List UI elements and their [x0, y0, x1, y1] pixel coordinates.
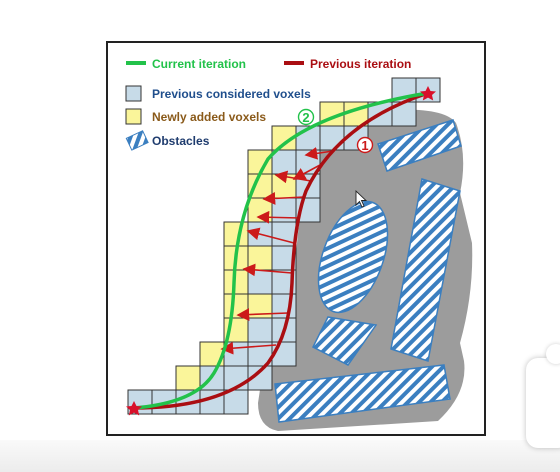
legend-previous-voxel-swatch — [125, 85, 142, 102]
obstacles-group — [274, 119, 462, 423]
new-voxel — [175, 365, 201, 391]
marker-2: 2 — [297, 108, 315, 126]
obstacle-trapezoid — [311, 316, 378, 366]
push-arrow — [246, 227, 295, 244]
legend: Current iteration Previous iteration Pre… — [125, 57, 411, 151]
push-arrow — [256, 210, 301, 224]
screen-bottom-fade — [0, 440, 560, 472]
obstacle-ellipse — [317, 200, 389, 314]
push-arrows — [220, 147, 334, 355]
start-star-icon — [126, 401, 142, 416]
new-voxel — [247, 197, 273, 223]
previous-voxel — [271, 149, 297, 175]
marker-1: 1 — [356, 136, 374, 154]
previous-voxel — [247, 317, 273, 343]
push-arrow — [274, 170, 312, 184]
side-panel-tab[interactable] — [526, 358, 560, 448]
push-arrow — [292, 164, 321, 180]
legend-obstacle-label: Obstacles — [152, 134, 210, 148]
mouse-cursor-icon — [355, 189, 368, 208]
legend-new-voxel-label: Newly added voxels — [152, 110, 266, 124]
marker-1-label: 1 — [361, 138, 368, 153]
push-arrow — [304, 147, 334, 160]
obstacle-long-bar — [390, 178, 461, 362]
legend-obstacle-swatch — [125, 130, 149, 151]
legend-previous-label: Previous iteration — [310, 57, 411, 71]
legend-new-voxel-swatch — [125, 108, 142, 125]
previous-iteration-path — [133, 91, 429, 410]
current-iteration-path — [133, 91, 429, 410]
new-voxel — [247, 245, 273, 271]
new-voxel — [223, 221, 249, 247]
legend-current-label: Current iteration — [152, 57, 246, 71]
push-arrow — [236, 308, 289, 321]
side-panel-knob[interactable] — [546, 344, 560, 364]
obstacle-parallelogram — [377, 119, 462, 172]
previous-voxel — [319, 125, 345, 151]
goal-star-icon — [420, 86, 436, 101]
legend-previous-voxel-label: Previous considered voxels — [152, 87, 311, 101]
voxel-path-diagram: 2 1 Current iteration Previous iteration… — [106, 41, 486, 436]
previous-voxel — [223, 341, 249, 367]
previous-voxel — [247, 269, 273, 295]
diagram-canvas: 2 1 Current iteration Previous iteration… — [125, 57, 473, 431]
marker-2-label: 2 — [302, 110, 309, 125]
push-arrow — [220, 341, 277, 355]
obstacle-bottom-bar — [274, 364, 451, 423]
push-arrow — [242, 263, 293, 277]
push-arrow — [262, 192, 305, 205]
